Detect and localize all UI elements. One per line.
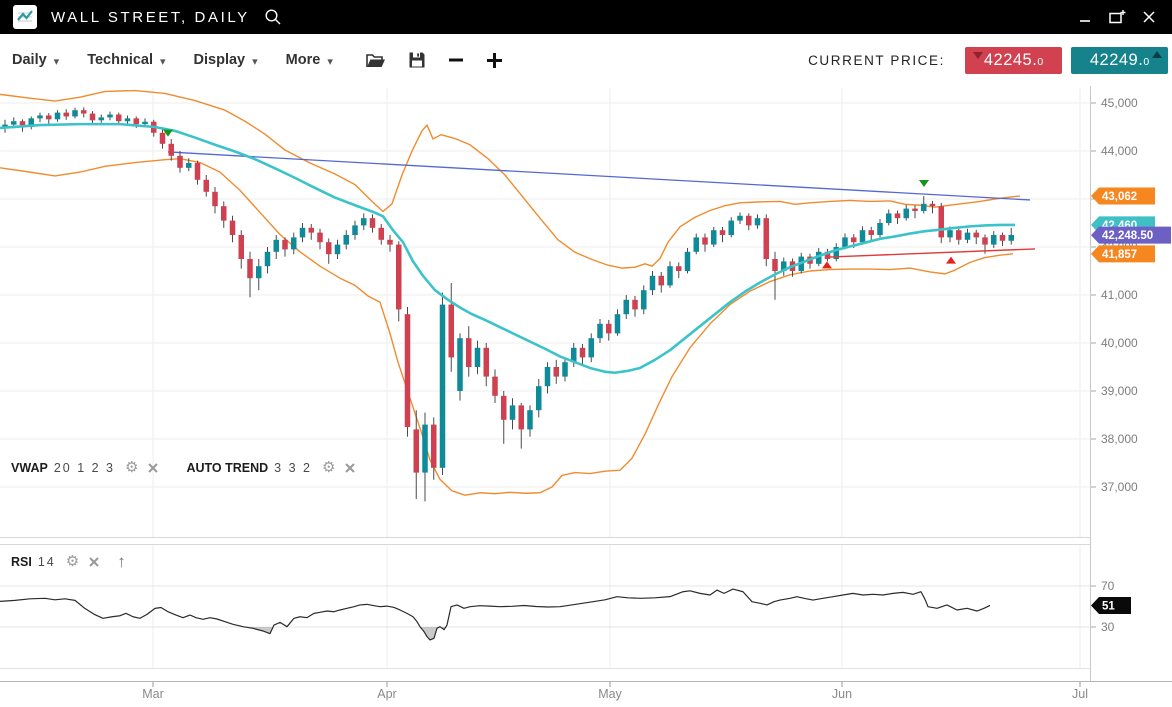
- window-titlebar: WALL STREET, DAILY: [0, 0, 1172, 34]
- vwap-line: [0, 122, 1015, 375]
- menu-more[interactable]: More ▾: [285, 52, 333, 68]
- window-controls: [1076, 8, 1172, 26]
- auto-trend-settings-gear-icon[interactable]: ⚙: [321, 459, 336, 476]
- menu-daily[interactable]: Daily ▾: [12, 52, 60, 68]
- svg-text:41,857: 41,857: [1102, 249, 1137, 261]
- chart-region: 45,00044,00043,00042,00041,00040,00039,0…: [0, 86, 1172, 707]
- rsi-indicator-labels: RSI 14 ⚙ ↑: [11, 553, 126, 570]
- trendline-resistance: [167, 151, 1031, 201]
- svg-text:40,000: 40,000: [1101, 336, 1138, 350]
- svg-text:41,000: 41,000: [1101, 288, 1138, 302]
- svg-text:Apr: Apr: [377, 687, 396, 701]
- svg-text:70: 70: [1101, 579, 1115, 593]
- svg-text:44,000: 44,000: [1101, 144, 1138, 158]
- auto-trend-remove-icon[interactable]: [345, 462, 356, 473]
- vwap-settings-gear-icon[interactable]: ⚙: [125, 459, 139, 476]
- chevron-down-icon: ▾: [53, 55, 60, 68]
- vwap-params: 20 1 2 3: [53, 460, 115, 475]
- candles-layer: [2, 107, 1014, 502]
- minimize-button[interactable]: [1076, 8, 1094, 26]
- chart-toolbar: Daily ▾ Technical ▾ Display ▾ More ▾: [0, 34, 1172, 86]
- chart-app-icon: [13, 5, 37, 29]
- svg-text:39,000: 39,000: [1101, 384, 1138, 398]
- rsi-remove-icon[interactable]: [89, 556, 99, 567]
- svg-text:30: 30: [1101, 620, 1115, 634]
- auto-trend-params: 3 3 2: [274, 460, 312, 475]
- svg-text:38,000: 38,000: [1101, 432, 1138, 446]
- svg-text:May: May: [598, 687, 622, 701]
- rsi-params: 14: [37, 554, 56, 569]
- price-down-arrow-icon: [973, 51, 983, 59]
- overlay-indicator-labels: VWAP 20 1 2 3 ⚙ AUTO TREND 3 3 2 ⚙: [11, 460, 365, 475]
- zoom-out-icon[interactable]: [448, 52, 464, 68]
- svg-text:51: 51: [1102, 600, 1115, 612]
- close-button[interactable]: [1140, 8, 1158, 26]
- svg-text:Jun: Jun: [832, 687, 852, 701]
- vwap-label: VWAP: [11, 460, 48, 475]
- open-folder-icon[interactable]: [365, 52, 386, 69]
- svg-text:37,000: 37,000: [1101, 480, 1138, 494]
- rsi-layer: [0, 588, 991, 641]
- rsi-label: RSI: [11, 554, 32, 569]
- sell-price-button[interactable]: 42245. 0: [965, 46, 1062, 74]
- trend-markers-layer: [163, 129, 956, 269]
- window-title: WALL STREET, DAILY: [51, 8, 250, 26]
- chevron-down-icon: ▾: [327, 55, 333, 68]
- svg-text:Jul: Jul: [1072, 687, 1088, 701]
- chevron-down-icon: ▾: [252, 55, 258, 68]
- price-chart-canvas[interactable]: 45,00044,00043,00042,00041,00040,00039,0…: [0, 86, 1172, 707]
- rsi-move-up-icon[interactable]: ↑: [117, 552, 126, 571]
- chevron-down-icon: ▾: [160, 55, 166, 68]
- save-icon[interactable]: [408, 51, 426, 69]
- menu-display[interactable]: Display ▾: [193, 52, 258, 68]
- menu-technical[interactable]: Technical ▾: [87, 52, 166, 68]
- current-price-label: CURRENT PRICE:: [808, 52, 945, 68]
- svg-text:45,000: 45,000: [1101, 96, 1138, 110]
- price-up-arrow-icon: [1152, 50, 1162, 58]
- search-icon[interactable]: [264, 8, 282, 26]
- svg-text:42,248.50: 42,248.50: [1102, 230, 1153, 242]
- svg-text:43,062: 43,062: [1102, 191, 1137, 203]
- rsi-settings-gear-icon[interactable]: ⚙: [65, 553, 80, 570]
- svg-text:Mar: Mar: [142, 687, 164, 701]
- auto-trend-label: AUTO TREND: [186, 460, 269, 475]
- popout-button[interactable]: [1108, 8, 1126, 26]
- trendline-support: [827, 248, 1036, 258]
- buy-price-button[interactable]: 42249. 0: [1071, 46, 1168, 74]
- bollinger-bands-layer: [0, 89, 1021, 496]
- vwap-remove-icon[interactable]: [148, 462, 159, 473]
- grid-layer: 45,00044,00043,00042,00041,00040,00039,0…: [0, 86, 1172, 701]
- zoom-in-icon[interactable]: [486, 52, 503, 69]
